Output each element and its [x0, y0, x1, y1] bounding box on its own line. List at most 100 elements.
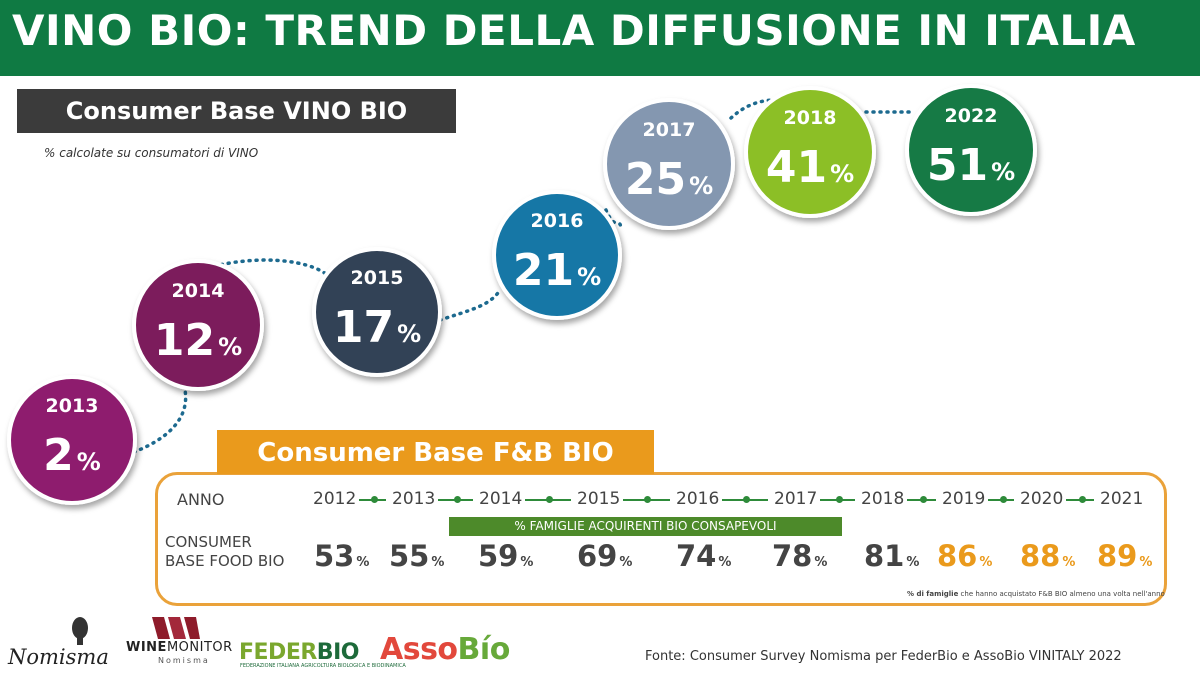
- fb-value-unit: %: [906, 555, 920, 570]
- bubble-year-label: 2017: [643, 119, 696, 141]
- fb-value-unit: %: [619, 555, 633, 570]
- fb-value-number: 74: [676, 539, 717, 573]
- fb-year-connector-dot: [371, 496, 379, 503]
- federbio-logo-b: BIO: [316, 640, 360, 665]
- fb-year-connector-dot: [453, 496, 461, 503]
- federbio-logo: FEDERBIO: [239, 640, 359, 665]
- fb-value-2018: 81%: [864, 539, 919, 573]
- winemonitor-logo-sub: Nomisma: [158, 656, 210, 665]
- fb-year-2018: 2018: [861, 489, 905, 509]
- fb-year-connector-dot: [545, 496, 553, 503]
- fb-year-2017: 2017: [774, 489, 818, 509]
- fb-year-connector-dot: [644, 496, 652, 503]
- fb-year-2015: 2015: [577, 489, 621, 509]
- fb-row-label-line1: CONSUMER: [165, 533, 252, 551]
- fb-value-2015: 69%: [577, 539, 632, 573]
- fb-anno-label: ANNO: [177, 490, 225, 509]
- fb-value-2021: 89%: [1097, 539, 1152, 573]
- fb-value-unit: %: [431, 555, 445, 570]
- fb-footnote-bold: % di famiglie: [907, 590, 959, 598]
- nomisma-emblem-icon: [72, 617, 88, 645]
- bubble-2015: 2015 17%: [312, 247, 442, 377]
- bubble-circle: [905, 84, 1037, 216]
- bubble-circle: [744, 86, 876, 218]
- bubble-value-label: 17%: [333, 302, 421, 353]
- fb-row-label: CONSUMER BASE FOOD BIO: [165, 533, 284, 571]
- fb-year-connector-dot: [1078, 496, 1086, 503]
- fb-famiglie-bar: % FAMIGLIE ACQUIRENTI BIO CONSAPEVOLI: [449, 517, 842, 536]
- bubble-connector: [604, 208, 623, 230]
- fb-value-2016: 74%: [676, 539, 731, 573]
- fb-year-2013: 2013: [392, 489, 436, 509]
- federbio-logo-sub: FEDERAZIONE ITALIANA AGRICOLTURA BIOLOGI…: [240, 663, 406, 669]
- fb-footnote-rest: che hanno acquistato F&B BIO almeno una …: [958, 590, 1165, 598]
- fb-value-2017: 78%: [772, 539, 827, 573]
- fb-value-number: 81: [864, 539, 905, 573]
- bubble-year-label: 2013: [46, 395, 99, 417]
- bubble-year-label: 2015: [351, 267, 404, 289]
- fb-value-number: 89: [1097, 539, 1138, 573]
- assobio-logo: AssoBío: [380, 632, 510, 667]
- fb-year-2021: 2021: [1100, 489, 1144, 509]
- fb-footnote: % di famiglie che hanno acquistato F&B B…: [907, 590, 1165, 598]
- fb-value-2013: 55%: [389, 539, 444, 573]
- federbio-logo-a: FEDER: [239, 640, 317, 665]
- bubble-year-label: 2022: [945, 105, 998, 127]
- winemonitor-logo: WINEMONITOR: [126, 640, 233, 655]
- fb-value-number: 86: [937, 539, 978, 573]
- fb-value-unit: %: [1139, 555, 1153, 570]
- fb-value-unit: %: [356, 555, 370, 570]
- nomisma-logo: Nomisma: [8, 645, 109, 669]
- fb-value-unit: %: [1062, 555, 1076, 570]
- fb-value-2012: 53%: [314, 539, 369, 573]
- fb-year-connector-dot: [920, 496, 928, 503]
- source-note: Fonte: Consumer Survey Nomisma per Feder…: [645, 649, 1122, 664]
- bubble-circle: [132, 259, 264, 391]
- fb-value-number: 69: [577, 539, 618, 573]
- fb-value-2019: 86%: [937, 539, 992, 573]
- fb-year-2016: 2016: [676, 489, 720, 509]
- fb-value-number: 55: [389, 539, 430, 573]
- bubble-circle: [492, 190, 622, 320]
- bubble-circle: [312, 247, 442, 377]
- fb-row-label-line2: BASE FOOD BIO: [165, 552, 285, 570]
- bubble-year-label: 2018: [784, 107, 837, 129]
- bubble-year-label: 2016: [531, 210, 584, 232]
- fb-year-2014: 2014: [479, 489, 523, 509]
- bubble-connector: [438, 288, 502, 322]
- fb-year-2019: 2019: [942, 489, 986, 509]
- assobio-logo-b: Bío: [457, 632, 511, 667]
- fb-section-title: Consumer Base F&B BIO: [217, 430, 654, 474]
- vino-note: % calcolate su consumatori di VINO: [44, 146, 259, 160]
- fb-year-2020: 2020: [1020, 489, 1064, 509]
- bubble-year-label: 2014: [172, 280, 225, 302]
- fb-year-connector-dot: [742, 496, 750, 503]
- header-banner: VINO BIO: TREND DELLA DIFFUSIONE IN ITAL…: [0, 0, 1200, 76]
- fb-value-number: 53: [314, 539, 355, 573]
- fb-value-2014: 59%: [478, 539, 533, 573]
- fb-value-number: 88: [1020, 539, 1061, 573]
- vino-section-title: Consumer Base VINO BIO: [17, 89, 456, 133]
- bubble-circle: [603, 98, 735, 230]
- fb-value-number: 78: [772, 539, 813, 573]
- fb-value-2020: 88%: [1020, 539, 1075, 573]
- fb-panel: [155, 472, 1167, 606]
- fb-year-2012: 2012: [313, 489, 357, 509]
- winemonitor-logo-b: MONITOR: [166, 640, 233, 655]
- winemonitor-logo-a: WINE: [126, 640, 167, 655]
- bubble-circle: [7, 375, 137, 505]
- fb-value-unit: %: [718, 555, 732, 570]
- winemonitor-mark-icon: [152, 617, 200, 639]
- bubble-connector: [132, 388, 188, 454]
- fb-value-unit: %: [520, 555, 534, 570]
- fb-year-connector-dot: [999, 496, 1007, 503]
- fb-year-connector-dot: [835, 496, 843, 503]
- fb-value-unit: %: [979, 555, 993, 570]
- page-title: VINO BIO: TREND DELLA DIFFUSIONE IN ITAL…: [12, 6, 1136, 55]
